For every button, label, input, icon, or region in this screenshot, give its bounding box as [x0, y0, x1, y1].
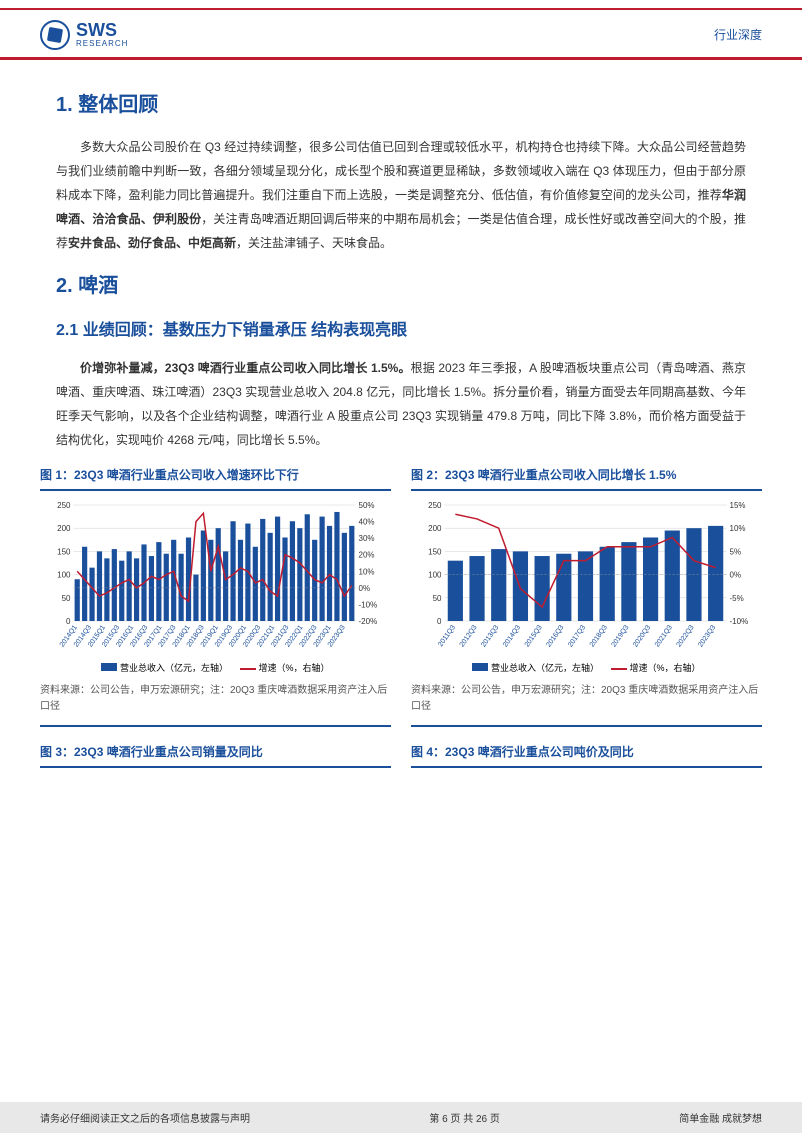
section-2-title: 2. 啤酒	[56, 269, 746, 298]
svg-text:2017Q3: 2017Q3	[567, 624, 587, 649]
chart-2-svg: 050100150200250-10%-5%0%5%10%15%2011Q320…	[411, 497, 762, 657]
svg-text:0%: 0%	[730, 571, 742, 580]
chart-4-column: 图 4：23Q3 啤酒行业重点公司吨价及同比	[411, 743, 762, 774]
recommend-2: 安井食品、劲仔食品、中炬高新	[68, 236, 236, 250]
svg-text:-10%: -10%	[730, 617, 749, 626]
page-footer: 请务必仔细阅读正文之后的各项信息披露与声明 第 6 页 共 26 页 简单金融 …	[0, 1102, 802, 1133]
chart-1-title: 图 1：23Q3 啤酒行业重点公司收入增速环比下行	[40, 466, 391, 491]
charts-row-1: 图 1：23Q3 啤酒行业重点公司收入增速环比下行 0 50 100 150 200 25…	[40, 466, 762, 743]
svg-text:50%: 50%	[359, 501, 375, 510]
svg-text:2019Q3: 2019Q3	[610, 624, 630, 649]
svg-text:0: 0	[437, 617, 442, 626]
para-lead: 价增弥补量减，23Q3 啤酒行业重点公司收入同比增长 1.5%。	[80, 361, 411, 375]
logo-icon	[40, 20, 70, 50]
footer-slogan: 简单金融 成就梦想	[679, 1110, 762, 1125]
svg-text:2015Q3: 2015Q3	[524, 624, 544, 649]
svg-text:-5%: -5%	[730, 594, 744, 603]
chart-3-column: 图 3：23Q3 啤酒行业重点公司销量及同比	[40, 743, 391, 774]
section-2-1-paragraph: 价增弥补量减，23Q3 啤酒行业重点公司收入同比增长 1.5%。根据 2023 …	[56, 356, 746, 452]
charts-row-2: 图 3：23Q3 啤酒行业重点公司销量及同比 图 4：23Q3 啤酒行业重点公司…	[40, 743, 762, 774]
svg-text:50: 50	[433, 594, 442, 603]
svg-text:30%: 30%	[359, 534, 375, 543]
svg-text:150: 150	[57, 547, 71, 556]
chart-2-source: 资料来源：公司公告，申万宏源研究；注：20Q3 重庆啤酒数据采用资产注入后口径	[411, 677, 762, 727]
chart-1-legend: 营业总收入（亿元，左轴） 增速（%，右轴）	[40, 661, 391, 674]
header-category: 行业深度	[714, 26, 762, 43]
svg-text:2020Q3: 2020Q3	[632, 624, 652, 649]
svg-text:50: 50	[62, 594, 71, 603]
footer-page-number: 第 6 页 共 26 页	[429, 1110, 500, 1125]
chart-4-title: 图 4：23Q3 啤酒行业重点公司吨价及同比	[411, 743, 762, 768]
chart-1: 0 50 100 150 200 250 -20% -10% 0% 10% 20% 30% 40% 50%…	[40, 497, 391, 677]
chart-1-svg: 0 50 100 150 200 250 -20% -10% 0% 10% 20% 30% 40% 50%…	[40, 497, 391, 657]
section-1-paragraph: 多数大众品公司股价在 Q3 经过持续调整，很多公司估值已回到合理或较低水平，机构…	[56, 135, 746, 255]
svg-text:2013Q3: 2013Q3	[480, 624, 500, 649]
svg-text:250: 250	[428, 501, 442, 510]
logo-subtext: RESEARCH	[76, 39, 128, 48]
svg-text:10%: 10%	[730, 524, 746, 533]
svg-text:2014Q3: 2014Q3	[502, 624, 522, 649]
svg-text:2023Q3: 2023Q3	[697, 624, 717, 649]
svg-text:20%: 20%	[359, 551, 375, 560]
chart-2-title: 图 2：23Q3 啤酒行业重点公司收入同比增长 1.5%	[411, 466, 762, 491]
svg-text:250: 250	[57, 501, 71, 510]
svg-text:200: 200	[57, 524, 71, 533]
svg-text:2012Q3: 2012Q3	[459, 624, 479, 649]
svg-text:2018Q3: 2018Q3	[589, 624, 609, 649]
svg-text:5%: 5%	[730, 547, 742, 556]
svg-text:0%: 0%	[359, 584, 371, 593]
section-2-1-title: 2.1 业绩回顾：基数压力下销量承压 结构表现亮眼	[56, 316, 746, 340]
svg-text:15%: 15%	[730, 501, 746, 510]
chart-2-column: 图 2：23Q3 啤酒行业重点公司收入同比增长 1.5% 0 50 100 150 20…	[411, 466, 762, 743]
svg-text:100: 100	[57, 571, 71, 580]
chart-3-title: 图 3：23Q3 啤酒行业重点公司销量及同比	[40, 743, 391, 768]
svg-text:0: 0	[66, 617, 71, 626]
svg-text:-20%: -20%	[359, 617, 378, 626]
chart-1-column: 图 1：23Q3 啤酒行业重点公司收入增速环比下行 0 50 100 150 200 25…	[40, 466, 391, 743]
chart-2-legend: 营业总收入（亿元，左轴） 增速（%，右轴）	[411, 661, 762, 674]
svg-text:2011Q3: 2011Q3	[437, 624, 457, 648]
svg-text:2022Q3: 2022Q3	[676, 624, 696, 649]
section-1-title: 1. 整体回顾	[56, 88, 746, 117]
footer-disclaimer: 请务必仔细阅读正文之后的各项信息披露与声明	[40, 1110, 250, 1125]
svg-text:2021Q3: 2021Q3	[654, 624, 674, 649]
chart-1-source: 资料来源：公司公告，申万宏源研究；注：20Q3 重庆啤酒数据采用资产注入后口径	[40, 677, 391, 727]
svg-text:40%: 40%	[359, 518, 375, 527]
page-header: SWS RESEARCH 行业深度	[0, 0, 802, 60]
content-area: 1. 整体回顾 多数大众品公司股价在 Q3 经过持续调整，很多公司估值已回到合理…	[0, 60, 802, 774]
svg-text:2016Q3: 2016Q3	[545, 624, 565, 649]
svg-text:100: 100	[428, 571, 442, 580]
svg-text:10%: 10%	[359, 567, 375, 576]
chart-2: 050100150200250-10%-5%0%5%10%15%2011Q320…	[411, 497, 762, 677]
svg-text:150: 150	[428, 547, 442, 556]
svg-text:-10%: -10%	[359, 600, 378, 609]
logo: SWS RESEARCH	[40, 20, 128, 50]
svg-text:200: 200	[428, 524, 442, 533]
logo-text: SWS	[76, 21, 128, 39]
